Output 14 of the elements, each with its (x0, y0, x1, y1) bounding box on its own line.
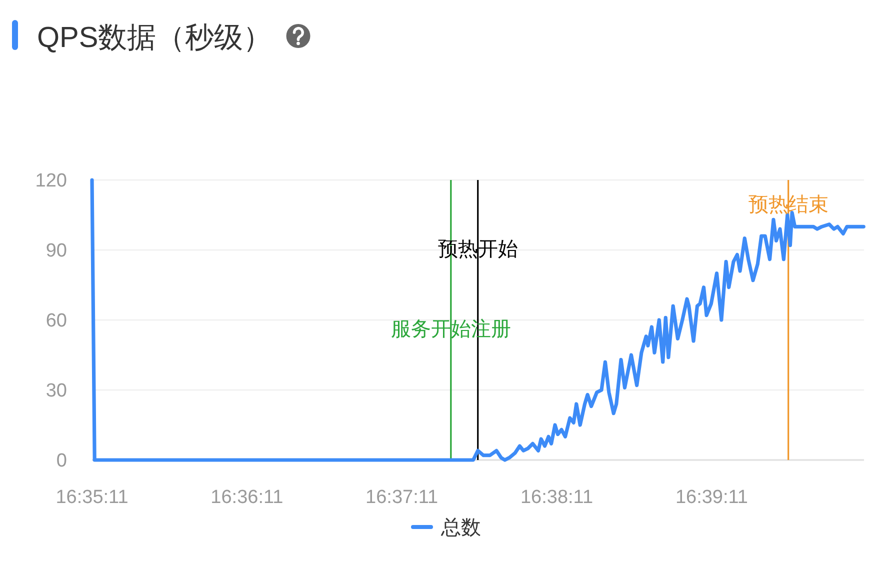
y-tick-label: 0 (56, 450, 67, 472)
y-tick-label: 30 (46, 380, 67, 402)
x-tick-label: 16:37:11 (366, 487, 438, 508)
line-series (90, 178, 866, 462)
x-tick-label: 16:35:11 (56, 487, 128, 508)
y-tick-label: 90 (46, 240, 67, 262)
x-tick-label: 16:36:11 (210, 487, 284, 508)
x-tick-label: 16:38:11 (520, 487, 594, 508)
y-tick-label: 60 (46, 310, 67, 332)
ref-line-label: 预热结束 (748, 194, 828, 216)
y-tick-label: 120 (35, 170, 67, 192)
legend-label: 总数 (440, 517, 481, 539)
chart-title: QPS数据（秒级） (37, 22, 272, 54)
x-tick-label: 16:39:11 (675, 487, 748, 508)
